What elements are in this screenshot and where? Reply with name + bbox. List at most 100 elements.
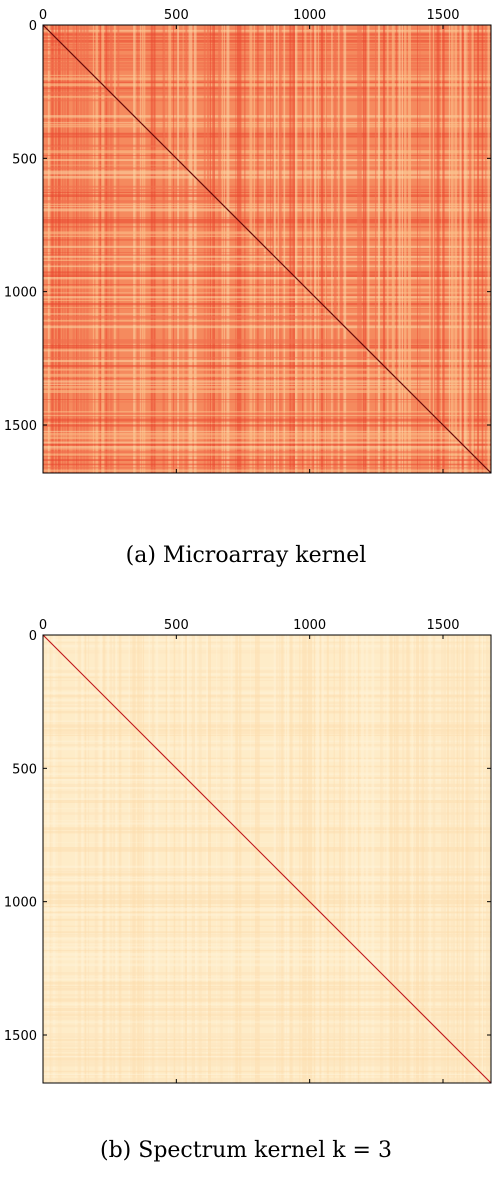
heatmap-stripe-column: [113, 635, 115, 1083]
heatmap-stripe-row: [43, 925, 491, 927]
heatmap-stripe-row: [43, 430, 491, 432]
heatmap-stripe-row: [43, 908, 491, 911]
heatmap-stripe-column: [365, 635, 368, 1083]
heatmap-stripe-column: [167, 25, 168, 473]
heatmap-stripe-column: [273, 635, 276, 1083]
heatmap-stripe-column: [47, 635, 50, 1083]
heatmap-stripe-row: [43, 77, 491, 80]
heatmap-stripe-row: [43, 39, 491, 43]
heatmap-stripe-row: [43, 467, 491, 469]
heatmap-stripe-column: [487, 25, 490, 473]
heatmap-stripe-column: [76, 25, 77, 473]
heatmap-stripe-row: [43, 732, 491, 734]
heatmap-stripe-row: [43, 218, 491, 222]
heatmap-stripe-column: [363, 25, 365, 473]
heatmap-stripe-row: [43, 81, 491, 84]
heatmap-stripe-column: [361, 635, 364, 1083]
heatmap-stripe-row: [43, 988, 491, 990]
heatmap-stripe-row: [43, 1039, 491, 1042]
heatmap-stripe-row: [43, 315, 491, 319]
heatmap-stripe-column: [312, 25, 314, 473]
heatmap-stripe-column: [432, 635, 436, 1083]
heatmap-stripe-column: [318, 25, 319, 473]
panel-spectrum-kernel: 0 500 1000 1500 0 500 1000 1500 (b) Spectrum ke…: [0, 610, 492, 1186]
x-tick-label: 0: [39, 618, 47, 633]
heatmap-stripe-column: [454, 25, 458, 473]
heatmap-stripe-row: [43, 414, 491, 417]
heatmap-stripe-column: [386, 635, 389, 1083]
heatmap-stripe-row: [43, 1060, 491, 1064]
heatmap-stripe-row: [43, 759, 491, 762]
heatmap-stripe-column: [377, 25, 381, 473]
heatmap-stripe-row: [43, 650, 491, 652]
heatmap-stripe-row: [43, 773, 491, 775]
heatmap-stripe-row: [43, 185, 491, 188]
heatmap-stripe-column: [292, 25, 295, 473]
heatmap-stripe-row: [43, 125, 491, 128]
heatmap-stripe-row: [43, 801, 491, 803]
x-tick-label: 0: [39, 8, 47, 23]
heatmap-stripe-column: [459, 25, 462, 473]
heatmap-stripe-row: [43, 357, 491, 359]
x-tick-label: 500: [164, 618, 189, 633]
heatmap-stripe-row: [43, 918, 491, 921]
heatmap-stripe-column: [333, 25, 337, 473]
heatmap-stripe-row: [43, 440, 491, 442]
heatmap-stripe-column: [401, 25, 403, 473]
heatmap-diagonal: [43, 635, 491, 1083]
heatmap-stripe-column: [436, 25, 440, 473]
heatmap-diagonal: [43, 25, 491, 473]
heatmap-stripe-column: [176, 25, 178, 473]
heatmap-stripe-row: [43, 313, 491, 315]
heatmap-stripe-row: [43, 798, 491, 800]
heatmap-stripe-column: [244, 25, 246, 473]
heatmap-stripe-row: [43, 727, 491, 729]
y-tick-label: 1000: [4, 896, 37, 911]
heatmap-stripe-row: [43, 702, 491, 704]
heatmap-stripe-row: [43, 175, 491, 179]
heatmap-stripe-row: [43, 401, 491, 403]
heatmap-stripe-column: [464, 635, 466, 1083]
heatmap-stripe-row: [43, 170, 491, 172]
heatmap-stripe-row: [43, 724, 491, 728]
heatmap-stripe-row: [43, 390, 491, 393]
heatmap-stripe-row: [43, 44, 491, 46]
heatmap-stripe-row: [43, 341, 491, 344]
heatmap-stripe-row: [43, 1073, 491, 1075]
heatmap-stripe-row: [43, 300, 491, 301]
heatmap-stripe-column: [128, 635, 130, 1083]
heatmap-stripe-column: [411, 635, 413, 1083]
heatmap-stripe-column: [406, 635, 410, 1083]
heatmap-stripe-column: [57, 25, 61, 473]
heatmap-stripe-row: [43, 957, 491, 960]
heatmap-stripe-column: [383, 25, 386, 473]
y-tick-label: 1000: [4, 286, 37, 301]
heatmap-stripe-column: [279, 25, 282, 473]
heatmap-stripe-column: [325, 25, 327, 473]
heatmap-stripe-column: [316, 635, 319, 1083]
heatmap-stripe-column: [141, 25, 144, 473]
heatmap-stripe-row: [43, 782, 491, 783]
heatmap-stripe-row: [43, 865, 491, 868]
heatmap-stripe-row: [43, 997, 491, 999]
heatmap-stripe-column: [153, 25, 156, 473]
heatmap-stripe-row: [43, 694, 491, 698]
heatmap-stripe-row: [43, 941, 491, 943]
x-tick-label: 1000: [293, 8, 326, 23]
heatmap-stripe-column: [94, 635, 98, 1083]
heatmap-stripe-row: [43, 639, 491, 642]
heatmap-stripe-row: [43, 449, 491, 450]
heatmap-stripe-row: [43, 720, 491, 722]
heatmap-stripe-row: [43, 62, 491, 65]
heatmap-stripe-row: [43, 765, 491, 768]
heatmap-stripe-column: [221, 25, 223, 473]
heatmap-stripe-row: [43, 1077, 491, 1081]
heatmap-stripe-column: [277, 25, 279, 473]
heatmap-stripe-column: [74, 25, 76, 473]
heatmap-stripe-row: [43, 261, 491, 264]
heatmap-stripe-column: [375, 25, 377, 473]
heatmap-stripe-column: [218, 25, 221, 473]
heatmap-stripe-row: [43, 286, 491, 289]
heatmap-stripe-row: [43, 119, 491, 121]
heatmap-stripe-column: [479, 635, 481, 1083]
